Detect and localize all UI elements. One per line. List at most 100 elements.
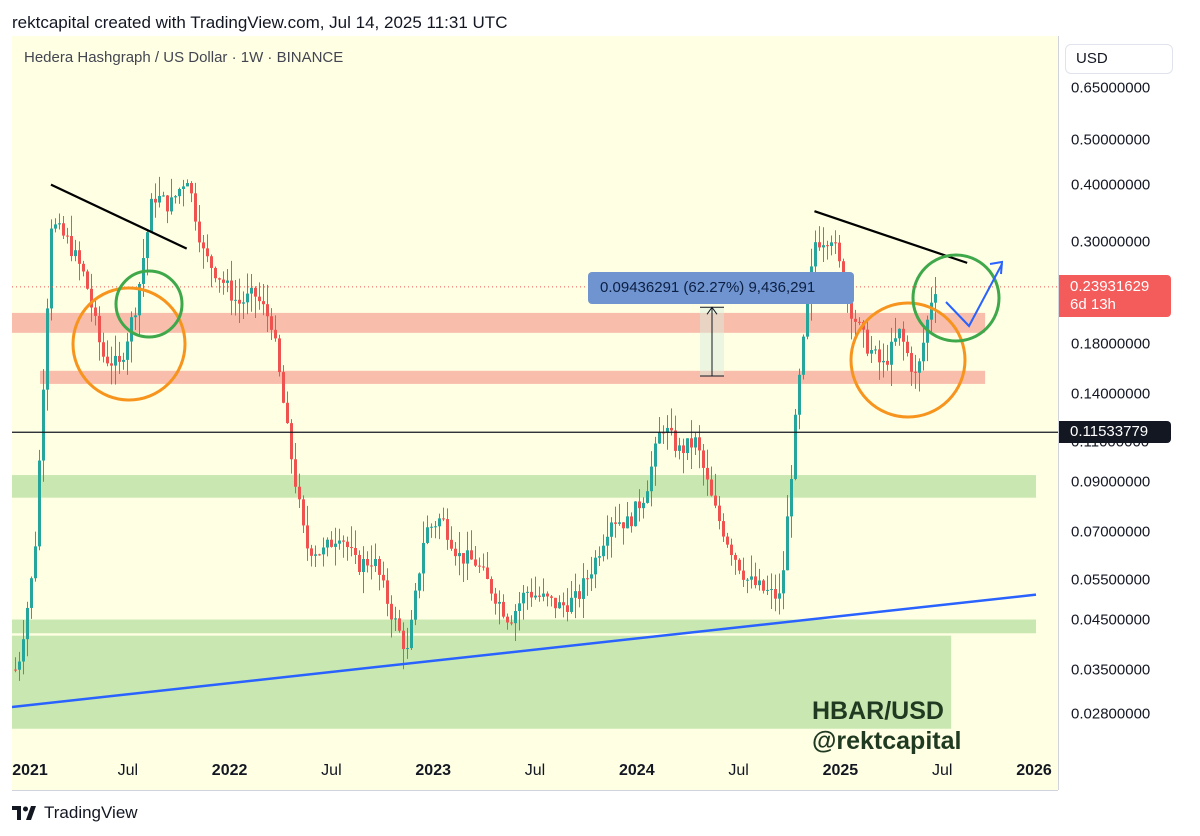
- candle-body: [370, 565, 373, 567]
- candle-body: [542, 593, 545, 597]
- candle-body: [378, 558, 381, 575]
- candle-body: [814, 242, 817, 267]
- candle-body: [718, 505, 721, 522]
- candle-body: [210, 256, 213, 268]
- candle-body: [890, 341, 893, 365]
- candle-body: [82, 263, 85, 272]
- candle-body: [554, 597, 557, 609]
- annotations-layer: [71, 253, 1004, 419]
- candle-body: [466, 550, 469, 564]
- candle-body: [646, 491, 649, 503]
- candle-body: [490, 579, 493, 594]
- time-axis[interactable]: [12, 790, 1058, 791]
- candle-body: [546, 593, 549, 597]
- candle-body: [774, 589, 777, 599]
- candle-body: [138, 283, 141, 316]
- candle-body: [242, 302, 245, 304]
- candle-body: [114, 355, 117, 366]
- price-tick-label: 0.03500000: [1071, 661, 1151, 679]
- candle-body: [794, 414, 797, 479]
- candle-body: [662, 432, 665, 434]
- candle-body: [182, 186, 185, 190]
- candle-body: [282, 372, 285, 403]
- price-tick-label: 0.65000000: [1071, 79, 1151, 97]
- candle-body: [770, 589, 773, 591]
- candle-body: [806, 303, 809, 337]
- candle-body: [818, 242, 821, 248]
- candle-body: [170, 197, 173, 212]
- candle-body: [630, 516, 633, 527]
- candle-body: [46, 308, 49, 390]
- candle-body: [194, 193, 197, 222]
- candle-body: [574, 591, 577, 598]
- tradingview-brand-text: TradingView: [44, 803, 138, 822]
- candle-body: [830, 242, 833, 246]
- time-tick-label: 2022: [211, 762, 248, 779]
- candle-body: [78, 250, 81, 264]
- candle-body: [910, 353, 913, 372]
- candle-body: [882, 360, 885, 363]
- candle-body: [362, 559, 365, 573]
- candle-body: [594, 557, 597, 575]
- candle-body: [642, 502, 645, 509]
- candle-body: [310, 548, 313, 556]
- candle-body: [238, 299, 241, 304]
- candle-body: [702, 450, 705, 468]
- candle-body: [446, 519, 449, 540]
- candle-body: [506, 616, 509, 623]
- candle-body: [218, 278, 221, 280]
- chart-plot-area[interactable]: Hedera Hashgraph / US Dollar · 1W · BINA…: [12, 36, 1058, 790]
- candles-layer: [14, 176, 937, 681]
- rising-support-trendline: [12, 593, 1037, 709]
- candle-body: [58, 223, 61, 225]
- price-axis[interactable]: USD 0.65000000 0.50000000 0.40000000 0.3000…: [1058, 36, 1200, 790]
- candle-body: [470, 550, 473, 560]
- price-tick-label: 0.18000000: [1071, 335, 1151, 353]
- candle-body: [754, 576, 757, 586]
- candle-body: [318, 554, 321, 556]
- projection-path: [945, 263, 1003, 328]
- green-circle-2021: [114, 269, 184, 339]
- candle-body: [690, 438, 693, 448]
- candle-body: [358, 554, 361, 573]
- candle-body: [734, 555, 737, 560]
- orange-circle-2025: [849, 301, 967, 419]
- descending-resistance-trendline: [50, 183, 188, 250]
- candle-body: [162, 195, 165, 197]
- chart-canvas[interactable]: [12, 36, 1058, 790]
- candle-body: [894, 338, 897, 342]
- candle-body: [510, 622, 513, 624]
- candle-body: [570, 597, 573, 612]
- candle-body: [478, 565, 481, 567]
- candle-body: [26, 607, 29, 640]
- candle-body: [146, 232, 149, 259]
- price-tick-label: 0.14000000: [1071, 385, 1151, 403]
- time-tick-label: Jul: [524, 762, 546, 779]
- time-tick-label: 2025: [822, 762, 859, 779]
- support-zone: [12, 635, 952, 729]
- candle-body: [778, 593, 781, 599]
- candle-body: [186, 183, 189, 187]
- candle-body: [458, 553, 461, 557]
- time-tick-label: 2024: [619, 762, 655, 779]
- candle-body: [930, 302, 933, 320]
- price-tick-label: 0.04500000: [1071, 611, 1151, 629]
- candle-body: [886, 360, 889, 365]
- candle-body: [666, 427, 669, 433]
- tradingview-logo[interactable]: TradingView: [12, 803, 138, 823]
- currency-button[interactable]: USD: [1065, 44, 1173, 74]
- candle-body: [898, 328, 901, 339]
- current-price-badge: 0.23931629 6d 13h: [1059, 274, 1171, 317]
- candle-body: [14, 669, 17, 671]
- candle-body: [34, 546, 37, 579]
- candle-body: [858, 321, 861, 323]
- measure-arrowhead: [706, 306, 718, 315]
- candle-body: [870, 350, 873, 354]
- green-circle-2025: [911, 253, 1001, 343]
- candle-body: [566, 605, 569, 612]
- candle-body: [270, 316, 273, 330]
- candle-body: [558, 602, 561, 609]
- candle-body: [418, 573, 421, 591]
- candle-body: [610, 522, 613, 537]
- projection-arrowhead: [989, 260, 1004, 275]
